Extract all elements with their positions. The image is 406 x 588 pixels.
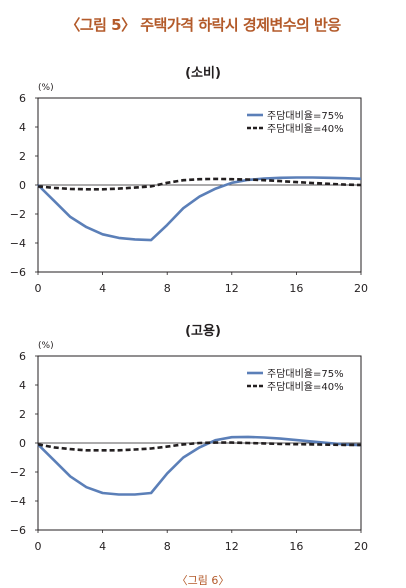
y-tick-label: 0 xyxy=(19,179,26,192)
x-tick-label: 12 xyxy=(225,282,239,295)
x-tick-label: 8 xyxy=(164,540,171,553)
y-tick-label: 4 xyxy=(19,379,26,392)
y-tick-label: 4 xyxy=(19,121,26,134)
y-tick-label: 0 xyxy=(19,437,26,450)
legend-label: 주담대비율=75% xyxy=(267,110,344,122)
next-figure-title-partial: 〈그림 6〉 xyxy=(176,574,230,587)
panel-title-employment: (고용) xyxy=(185,324,221,339)
y-tick-label: −4 xyxy=(10,237,26,250)
x-tick-label: 4 xyxy=(99,540,106,553)
series-line-ltv-75 xyxy=(37,176,362,242)
x-tick-label: 4 xyxy=(99,282,106,295)
y-tick-label: −2 xyxy=(10,466,26,479)
x-tick-label: 0 xyxy=(35,540,42,553)
x-tick-label: 8 xyxy=(164,282,171,295)
y-tick-label: −4 xyxy=(10,495,26,508)
x-tick-label: 20 xyxy=(354,282,368,295)
legend-label: 주담대비율=75% xyxy=(267,368,344,380)
unit-label-consumption: (%) xyxy=(38,83,54,93)
y-tick-label: 2 xyxy=(19,150,26,163)
y-tick-label: −6 xyxy=(10,266,26,279)
x-tick-label: 16 xyxy=(289,540,303,553)
series-line-ltv-40 xyxy=(37,177,362,191)
y-tick-label: −2 xyxy=(10,208,26,221)
x-tick-label: 12 xyxy=(225,540,239,553)
legend-label: 주담대비율=40% xyxy=(267,123,344,135)
y-tick-label: 2 xyxy=(19,408,26,421)
x-tick-label: 20 xyxy=(354,540,368,553)
figure-title: 〈그림 5〉 주택가격 하락시 경제변수의 반응 xyxy=(65,16,341,34)
y-tick-label: 6 xyxy=(19,350,26,363)
panel-title-consumption: (소비) xyxy=(185,66,221,81)
legend-label: 주담대비율=40% xyxy=(267,381,344,393)
series-line-ltv-40 xyxy=(37,441,361,452)
series-line-ltv-75 xyxy=(37,435,362,496)
x-tick-label: 0 xyxy=(35,282,42,295)
y-tick-label: 6 xyxy=(19,92,26,105)
y-tick-label: −6 xyxy=(10,524,26,537)
x-tick-label: 16 xyxy=(289,282,303,295)
unit-label-employment: (%) xyxy=(38,341,54,351)
